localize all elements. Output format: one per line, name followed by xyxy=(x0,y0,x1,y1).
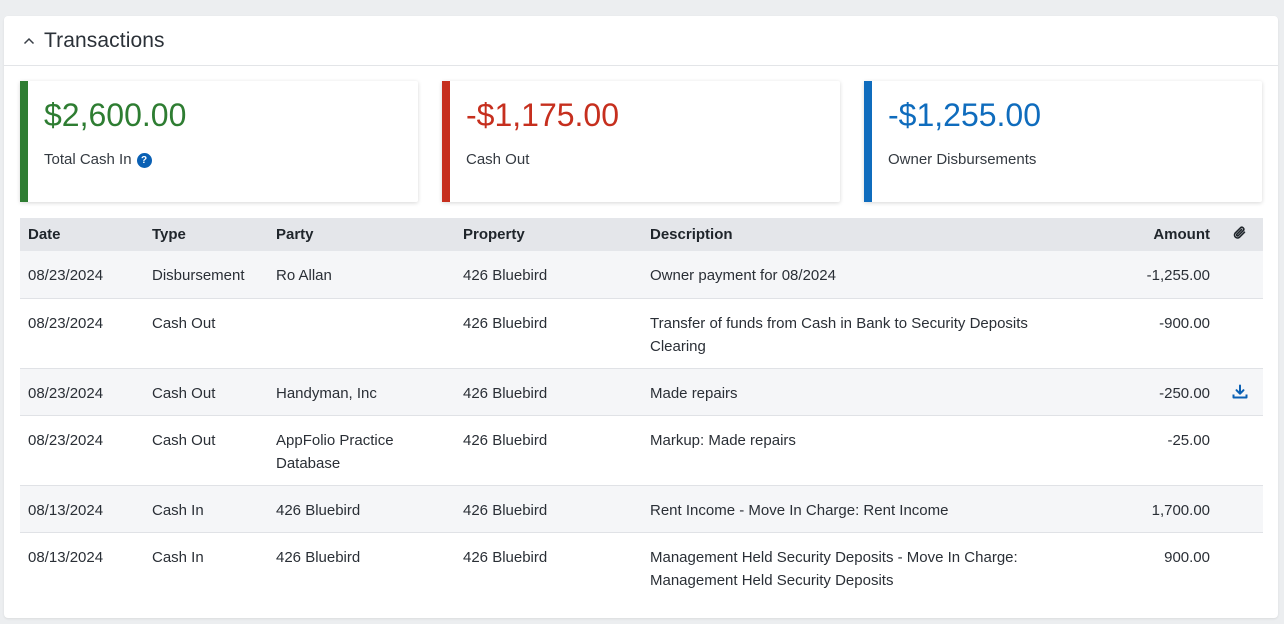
table-row[interactable]: 08/23/2024 Cash Out AppFolio Practice Da… xyxy=(20,415,1263,485)
cell-attachment xyxy=(1216,485,1263,532)
card-label: Cash Out xyxy=(466,151,530,168)
cell-date: 08/13/2024 xyxy=(28,548,104,566)
cell-attachment xyxy=(1216,251,1263,298)
transactions-table: Date Type Party Property Description Amo… xyxy=(20,218,1263,615)
cell-party xyxy=(268,298,455,368)
cell-type: Cash In xyxy=(152,501,204,519)
card-value: -$1,175.00 xyxy=(466,97,620,133)
cell-description: Made repairs xyxy=(650,384,738,402)
cell-property: 426 Bluebird xyxy=(463,314,548,332)
cell-property: 426 Bluebird xyxy=(463,431,548,449)
cell-date: 08/23/2024 xyxy=(28,431,104,449)
table-row[interactable]: 08/23/2024 Cash Out 426 Bluebird Transfe… xyxy=(20,298,1263,368)
cell-date: 08/23/2024 xyxy=(28,267,104,284)
cell-amount: -900.00 xyxy=(1159,314,1210,332)
panel-header[interactable]: Transactions xyxy=(4,16,1278,66)
column-header-amount[interactable]: Amount xyxy=(1153,226,1210,243)
cell-description: Transfer of funds from Cash in Bank to S… xyxy=(650,314,1028,355)
cell-party: Handyman, Inc xyxy=(276,384,377,402)
table-row[interactable]: 08/13/2024 Cash In 426 Bluebird 426 Blue… xyxy=(20,532,1263,615)
cell-attachment xyxy=(1216,298,1263,368)
cell-date: 08/13/2024 xyxy=(28,501,104,519)
table-row[interactable]: 08/23/2024 Disbursement Ro Allan 426 Blu… xyxy=(20,251,1263,298)
card-accent-bar xyxy=(20,81,28,202)
download-icon[interactable] xyxy=(1232,384,1248,407)
paperclip-icon xyxy=(1233,226,1247,245)
cell-property: 426 Bluebird xyxy=(463,501,548,519)
transactions-panel: Transactions $2,600.00 Total Cash In ? -… xyxy=(4,16,1278,618)
card-label: Total Cash In xyxy=(44,151,132,168)
total-cash-in-card: $2,600.00 Total Cash In ? xyxy=(20,81,418,202)
card-label-row: Cash Out xyxy=(466,151,529,168)
cell-party: AppFolio Practice Database xyxy=(276,431,394,472)
cell-type: Cash Out xyxy=(152,384,216,402)
column-header-date[interactable]: Date xyxy=(28,226,61,243)
cell-type: Cash Out xyxy=(152,314,216,332)
card-accent-bar xyxy=(864,81,872,202)
table-row[interactable]: 08/13/2024 Cash In 426 Bluebird 426 Blue… xyxy=(20,485,1263,532)
cell-amount: -250.00 xyxy=(1159,384,1210,402)
cell-amount: 1,700.00 xyxy=(1151,501,1210,519)
summary-cards: $2,600.00 Total Cash In ? -$1,175.00 Cas… xyxy=(20,81,1262,202)
panel-title: Transactions xyxy=(44,28,165,52)
cell-description: Markup: Made repairs xyxy=(650,431,796,449)
card-label-row: Owner Disbursements xyxy=(888,151,1036,168)
cash-out-card: -$1,175.00 Cash Out xyxy=(442,81,840,202)
card-accent-bar xyxy=(442,81,450,202)
cell-date: 08/23/2024 xyxy=(28,384,104,402)
chevron-up-icon[interactable] xyxy=(20,32,38,50)
cell-attachment xyxy=(1216,368,1263,415)
cell-attachment xyxy=(1216,532,1263,615)
cell-description: Management Held Security Deposits - Move… xyxy=(650,548,1018,589)
column-header-property[interactable]: Property xyxy=(463,226,525,243)
cell-property: 426 Bluebird xyxy=(463,267,548,284)
card-value: -$1,255.00 xyxy=(888,97,1042,133)
cell-description: Owner payment for 08/2024 xyxy=(650,267,836,284)
cell-type: Disbursement xyxy=(152,267,245,284)
help-icon[interactable]: ? xyxy=(136,153,152,168)
cell-amount: -25.00 xyxy=(1167,431,1210,449)
column-header-attachment xyxy=(1216,218,1263,251)
table-header-row: Date Type Party Property Description Amo… xyxy=(20,218,1263,251)
cell-property: 426 Bluebird xyxy=(463,548,548,566)
cell-party: Ro Allan xyxy=(276,267,332,284)
cell-amount: 900.00 xyxy=(1164,548,1210,566)
cell-party: 426 Bluebird xyxy=(276,548,361,566)
cell-type: Cash In xyxy=(152,548,204,566)
cell-type: Cash Out xyxy=(152,431,216,449)
card-label-row: Total Cash In ? xyxy=(44,151,152,168)
column-header-party[interactable]: Party xyxy=(276,226,314,243)
column-header-type[interactable]: Type xyxy=(152,226,186,243)
cell-date: 08/23/2024 xyxy=(28,314,104,332)
table-row[interactable]: 08/23/2024 Cash Out Handyman, Inc 426 Bl… xyxy=(20,368,1263,415)
cell-description: Rent Income - Move In Charge: Rent Incom… xyxy=(650,501,949,519)
column-header-description[interactable]: Description xyxy=(650,226,733,243)
cell-attachment xyxy=(1216,415,1263,485)
cell-party: 426 Bluebird xyxy=(276,501,361,519)
cell-property: 426 Bluebird xyxy=(463,384,548,402)
card-value: $2,600.00 xyxy=(44,97,187,133)
card-label: Owner Disbursements xyxy=(888,151,1037,168)
cell-amount: -1,255.00 xyxy=(1146,267,1210,284)
owner-disbursements-card: -$1,255.00 Owner Disbursements xyxy=(864,81,1262,202)
